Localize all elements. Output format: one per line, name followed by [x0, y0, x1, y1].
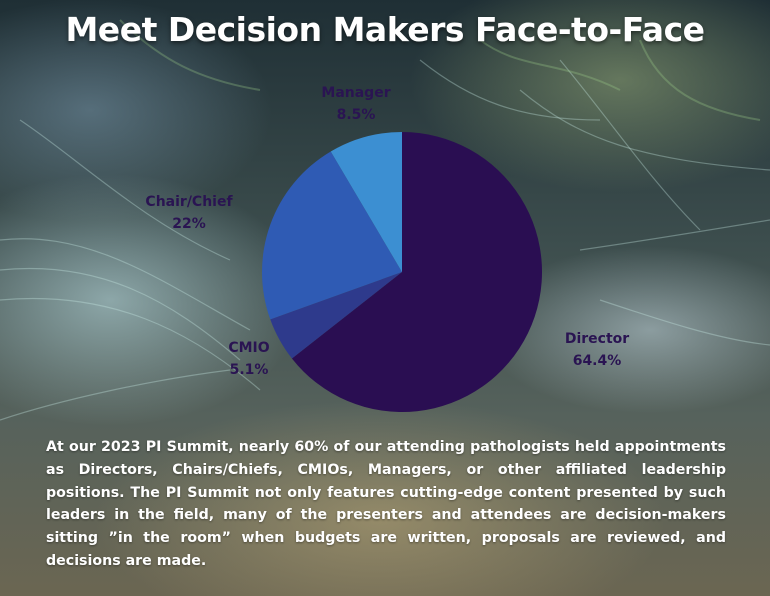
pie-slice-chair-chief [262, 151, 402, 320]
slice-label-chair-chief: Chair/Chief [145, 194, 233, 210]
slice-label-cmio: CMIO [228, 340, 269, 356]
page-title: Meet Decision Makers Face-to-Face [65, 10, 705, 49]
description-text: At our 2023 PI Summit, nearly 60% of our… [46, 439, 726, 569]
pie-slice-cmio [270, 272, 402, 359]
pie-slice-manager [330, 132, 402, 272]
slice-value-manager: 8.5% [337, 107, 376, 123]
pie-slice-director [291, 132, 542, 412]
slice-value-chair-chief: 22% [172, 216, 206, 232]
slice-value-director: 64.4% [573, 353, 622, 369]
slice-value-cmio: 5.1% [230, 362, 269, 378]
slice-label-manager: Manager [321, 85, 390, 101]
slice-label-director: Director [565, 331, 629, 347]
